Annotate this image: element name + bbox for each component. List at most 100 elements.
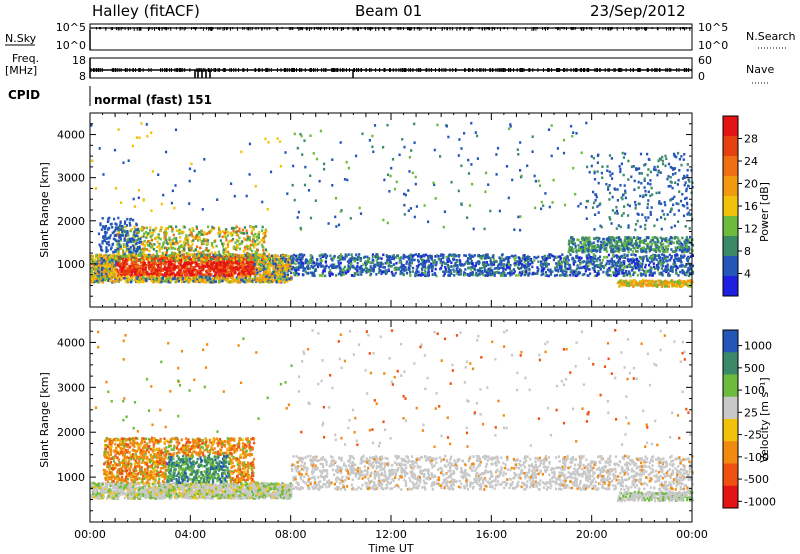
range-cell	[104, 262, 107, 265]
range-cell	[256, 258, 259, 262]
range-cell	[252, 269, 255, 273]
range-cell	[240, 242, 243, 245]
range-cell	[185, 238, 189, 242]
range-cell	[110, 272, 113, 275]
range-cell	[649, 261, 652, 264]
range-cell	[118, 225, 121, 229]
range-cell	[500, 254, 504, 257]
freq-label: Freq.	[12, 52, 39, 65]
range-cell	[190, 231, 193, 235]
range-cell	[211, 251, 214, 255]
range-cell	[109, 275, 112, 279]
range-cell	[212, 275, 215, 278]
range-cell	[304, 260, 307, 263]
range-cell	[360, 264, 363, 268]
range-cell	[190, 272, 193, 275]
range-cell	[286, 279, 289, 283]
range-cell	[625, 273, 629, 277]
range-cell	[171, 227, 174, 231]
range-cell	[144, 253, 147, 257]
range-cell	[433, 271, 436, 275]
range-cell	[652, 265, 655, 269]
range-cell	[118, 243, 121, 246]
range-cell	[240, 254, 243, 257]
range-cell	[177, 260, 180, 264]
range-cell	[212, 265, 215, 269]
range-cell	[205, 275, 208, 279]
range-cell	[314, 268, 317, 271]
range-cell	[96, 272, 99, 275]
range-cell	[238, 236, 241, 240]
range-cell	[266, 270, 269, 274]
range-cell	[134, 258, 137, 261]
range-cell	[222, 255, 225, 258]
range-cell	[110, 246, 113, 249]
range-cell	[114, 273, 117, 276]
range-cell	[196, 271, 199, 275]
range-cell	[258, 280, 261, 284]
range-cell	[93, 258, 96, 262]
range-cell	[226, 230, 229, 234]
range-cell	[228, 239, 231, 243]
range-cell	[292, 261, 295, 265]
range-cell	[163, 231, 166, 234]
range-cell	[106, 269, 110, 273]
range-cell	[260, 274, 263, 278]
range-cell	[209, 263, 213, 266]
range-cell	[148, 255, 151, 258]
range-cell	[414, 274, 417, 278]
range-cell	[285, 269, 288, 272]
range-cell	[101, 249, 104, 252]
range-cell	[127, 237, 130, 241]
range-cell	[185, 273, 188, 276]
range-cell	[222, 248, 226, 252]
range-cell	[442, 270, 445, 273]
range-cell	[214, 253, 217, 256]
range-cell	[218, 273, 221, 276]
range-cell	[141, 264, 144, 268]
range-cell	[145, 226, 148, 230]
range-cell	[146, 258, 149, 261]
range-cell	[124, 268, 127, 272]
range-cell	[592, 268, 596, 271]
range-cell	[563, 257, 566, 260]
range-cell	[193, 266, 196, 269]
range-cell	[243, 255, 246, 259]
range-cell	[536, 266, 539, 269]
range-cell	[523, 273, 526, 277]
range-cell	[329, 254, 332, 258]
range-cell	[131, 260, 134, 263]
range-cell	[138, 245, 141, 248]
range-cell	[200, 261, 203, 265]
range-cell	[141, 256, 145, 259]
range-cell	[321, 272, 324, 275]
range-cell	[178, 272, 181, 276]
range-cell	[222, 262, 225, 265]
range-cell	[521, 265, 524, 269]
range-cell	[166, 260, 169, 264]
range-cell	[243, 265, 246, 269]
range-cell	[97, 269, 100, 273]
range-cell	[126, 217, 129, 221]
range-cell	[303, 253, 306, 257]
range-cell	[206, 239, 210, 242]
range-cell	[241, 228, 244, 232]
range-cell	[102, 236, 105, 240]
range-cell	[152, 253, 155, 257]
range-cell	[255, 279, 258, 283]
range-cell	[102, 225, 105, 228]
range-cell	[556, 255, 560, 259]
range-cell	[290, 275, 293, 279]
date-title: 23/Sep/2012	[590, 2, 686, 20]
range-cell	[217, 250, 220, 254]
range-cell	[111, 226, 114, 229]
range-cell	[668, 274, 671, 277]
range-cell	[221, 266, 224, 270]
range-cell	[129, 248, 132, 252]
range-cell	[218, 266, 221, 269]
range-cell	[105, 272, 108, 276]
range-cell	[170, 267, 173, 271]
range-cell	[95, 267, 98, 271]
range-cell	[223, 265, 226, 269]
range-cell	[375, 255, 378, 259]
